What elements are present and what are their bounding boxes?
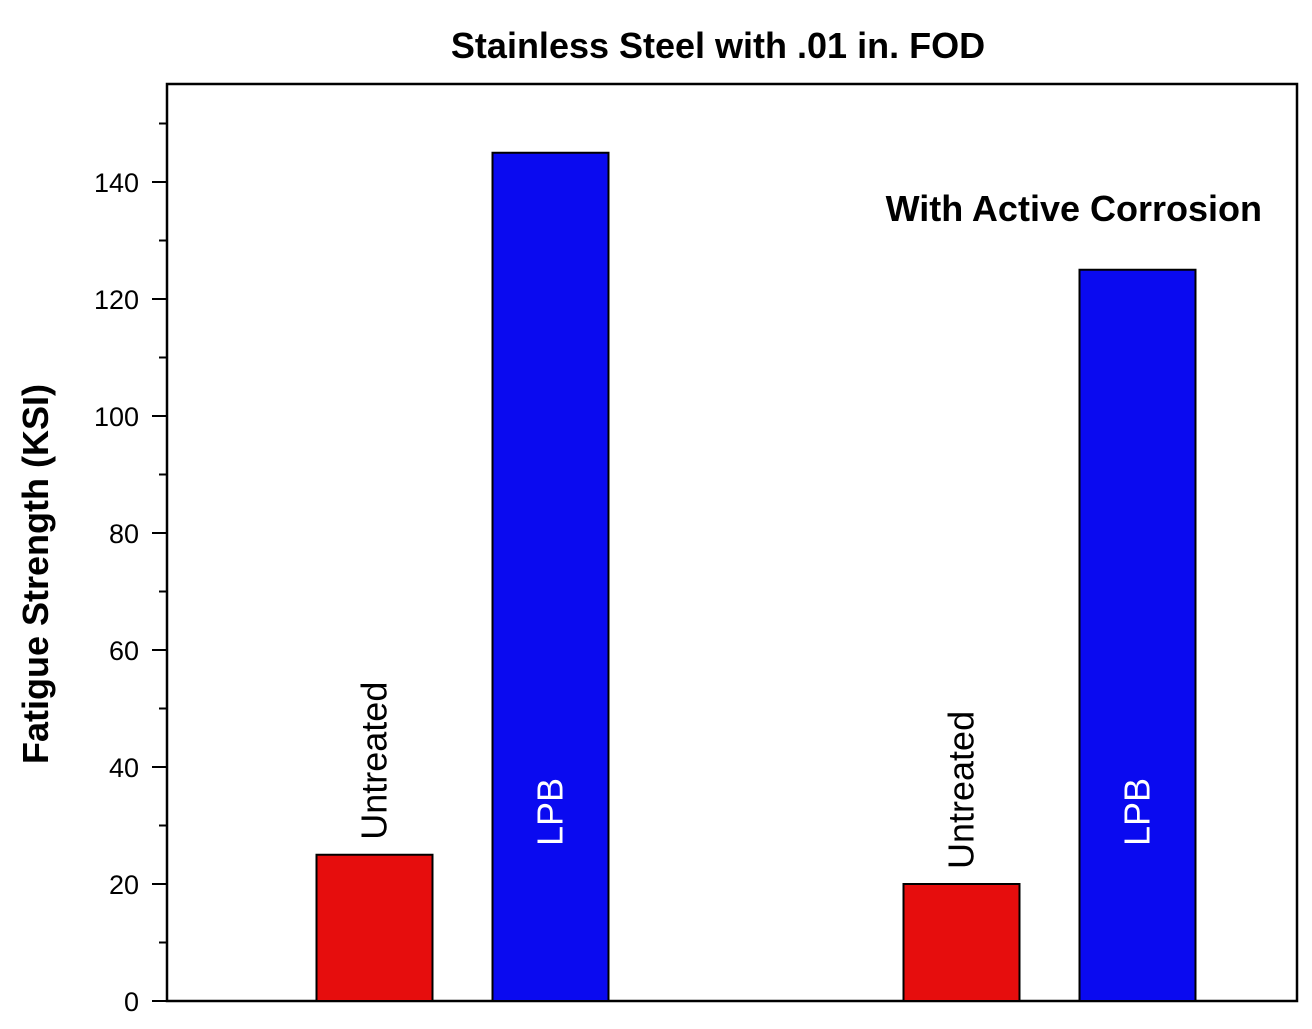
plot-frame xyxy=(165,82,1299,1003)
bar-label-2: LPB xyxy=(530,778,571,846)
bars: Untreated LPB Untreated LPB xyxy=(315,151,1197,1002)
bar-4 xyxy=(1078,268,1197,1002)
y-tick-label: 80 xyxy=(109,519,139,549)
bar-1 xyxy=(315,853,434,1002)
chart-title: Stainless Steel with .01 in. FOD xyxy=(451,25,985,66)
y-axis-ticks: 0 20 40 60 80 100 120 140 xyxy=(94,122,167,1017)
y-tick-label: 60 xyxy=(109,636,139,666)
y-tick-label: 140 xyxy=(94,168,139,198)
y-axis-label: Fatigue Strength (KSI) xyxy=(15,384,56,764)
annotation-label: With Active Corrosion xyxy=(886,188,1262,229)
y-tick-label: 40 xyxy=(109,753,139,783)
bar-label-3: Untreated xyxy=(941,711,982,869)
bar-3 xyxy=(902,883,1021,1002)
y-tick-label: 20 xyxy=(109,870,139,900)
bar-label-1: Untreated xyxy=(354,682,395,840)
bar-label-4: LPB xyxy=(1117,778,1158,846)
bar-2 xyxy=(491,151,610,1002)
y-tick-label: 120 xyxy=(94,285,139,315)
y-tick-label: 0 xyxy=(124,987,139,1017)
y-tick-label: 100 xyxy=(94,402,139,432)
